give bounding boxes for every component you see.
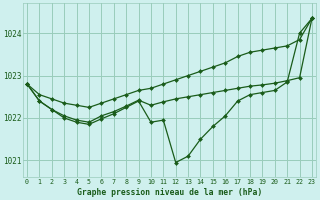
X-axis label: Graphe pression niveau de la mer (hPa): Graphe pression niveau de la mer (hPa) xyxy=(77,188,262,197)
